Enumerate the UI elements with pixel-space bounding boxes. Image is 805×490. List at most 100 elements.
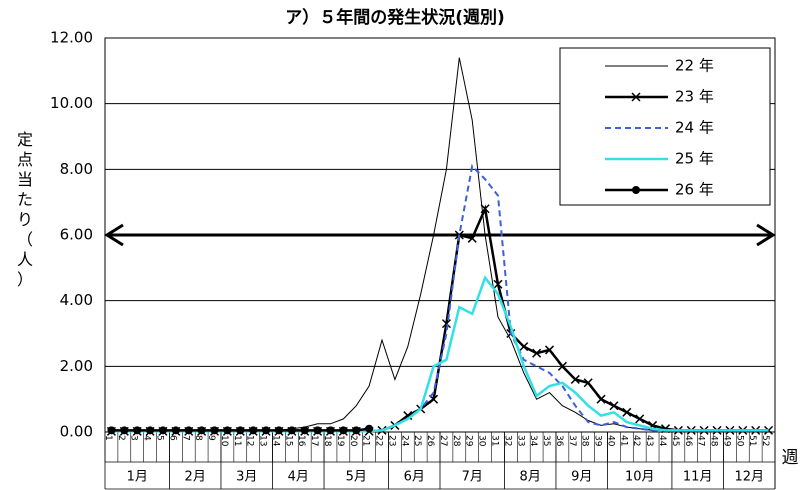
- month-label: 11月: [683, 470, 713, 485]
- y-tick-label: 4.00: [60, 291, 93, 309]
- x-tick-label: 2: [116, 435, 126, 441]
- month-label: 6月: [404, 470, 425, 485]
- series-marker: [519, 342, 529, 352]
- series-marker: [158, 426, 167, 435]
- x-axis-label: 週: [782, 448, 799, 468]
- x-tick-label: 46: [683, 435, 693, 447]
- x-tick-label: 16: [296, 435, 306, 447]
- series-marker: [107, 426, 116, 435]
- x-tick-label: 7: [180, 435, 190, 441]
- x-tick-label: 32: [502, 435, 512, 446]
- x-tick-label: 51: [747, 435, 757, 446]
- x-tick-label: 15: [283, 435, 293, 446]
- series-marker: [236, 426, 245, 435]
- legend-label: 26 年: [675, 181, 714, 199]
- legend-box: [559, 47, 771, 206]
- y-tick-label: 0.00: [60, 423, 93, 441]
- x-tick-label: 22: [374, 435, 384, 446]
- x-tick-label: 52: [760, 435, 770, 446]
- month-label: 9月: [571, 470, 592, 485]
- x-tick-label: 9: [206, 435, 216, 441]
- series-marker: [596, 394, 606, 404]
- series-marker: [223, 426, 232, 435]
- series-marker: [300, 426, 309, 435]
- x-tick-label: 8: [193, 435, 203, 441]
- x-tick-label: 48: [709, 435, 719, 447]
- series-marker: [326, 426, 335, 435]
- x-tick-label: 21: [361, 435, 371, 446]
- series-marker: [583, 378, 593, 388]
- series-marker: [210, 426, 219, 435]
- series-marker: [249, 426, 258, 435]
- series-marker: [532, 348, 542, 358]
- x-tick-label: 24: [399, 435, 409, 447]
- month-label: 12月: [734, 470, 764, 485]
- y-tick-label: 12.00: [50, 29, 93, 47]
- x-tick-label: 25: [412, 435, 422, 446]
- y-tick-label: 6.00: [60, 226, 93, 244]
- month-label: 3月: [236, 470, 257, 485]
- x-tick-label: 42: [631, 435, 641, 446]
- x-tick-label: 17: [309, 435, 319, 446]
- series-marker: [184, 426, 193, 435]
- x-tick-label: 49: [721, 435, 731, 447]
- month-label: 7月: [462, 470, 483, 485]
- x-tick-label: 20: [348, 435, 358, 447]
- series-marker: [557, 361, 567, 371]
- series-marker: [262, 426, 271, 435]
- series-marker: [146, 426, 155, 435]
- legend-label: 23 年: [675, 88, 714, 106]
- x-tick-label: 12: [245, 435, 255, 446]
- series-marker: [467, 233, 477, 243]
- x-tick-label: 26: [425, 435, 435, 447]
- series-marker: [287, 426, 296, 435]
- x-tick-label: 30: [477, 435, 487, 447]
- series-marker: [480, 204, 490, 214]
- arrow-head: [104, 223, 124, 247]
- x-tick-label: 18: [322, 435, 332, 447]
- x-tick-label: 41: [618, 435, 628, 446]
- x-tick-label: 45: [670, 435, 680, 446]
- x-tick-label: 14: [270, 435, 280, 447]
- month-label: 5月: [346, 470, 367, 485]
- series-marker: [171, 426, 180, 435]
- series-marker: [622, 407, 632, 417]
- x-tick-label: 11: [232, 435, 242, 446]
- y-tick-label: 8.00: [60, 160, 93, 178]
- series-marker: [441, 319, 451, 329]
- x-tick-label: 44: [657, 435, 667, 447]
- x-tick-label: 3: [129, 435, 139, 441]
- month-label: 4月: [288, 470, 309, 485]
- x-tick-label: 50: [734, 435, 744, 447]
- month-label: 2月: [185, 470, 206, 485]
- series-marker: [352, 426, 361, 435]
- x-tick-label: 35: [541, 435, 551, 446]
- series-line: [111, 164, 769, 433]
- month-label: 8月: [520, 470, 541, 485]
- legend-marker: [631, 92, 641, 102]
- x-tick-label: 10: [219, 435, 229, 447]
- legend-label: 25 年: [675, 150, 714, 168]
- series-marker: [133, 426, 142, 435]
- series-marker: [570, 374, 580, 384]
- y-tick-label: 2.00: [60, 357, 93, 375]
- series-marker: [339, 426, 348, 435]
- x-tick-label: 31: [489, 435, 499, 446]
- month-label: 10月: [625, 470, 655, 485]
- series-marker: [635, 414, 645, 424]
- x-tick-label: 6: [167, 435, 177, 441]
- x-tick-label: 39: [593, 435, 603, 447]
- y-tick-label: 10.00: [50, 94, 93, 112]
- series-line: [111, 204, 769, 433]
- x-tick-label: 1: [103, 435, 113, 441]
- chart-title: ア）５年間の発生状況(週別): [285, 7, 505, 28]
- x-tick-label: 36: [554, 435, 564, 447]
- series-marker: [313, 426, 322, 435]
- x-tick-label: 5: [154, 435, 164, 441]
- series-marker: [274, 426, 283, 435]
- x-tick-label: 19: [335, 435, 345, 447]
- x-tick-label: 28: [451, 435, 461, 447]
- x-tick-label: 23: [386, 435, 396, 446]
- x-tick-label: 13: [258, 435, 268, 446]
